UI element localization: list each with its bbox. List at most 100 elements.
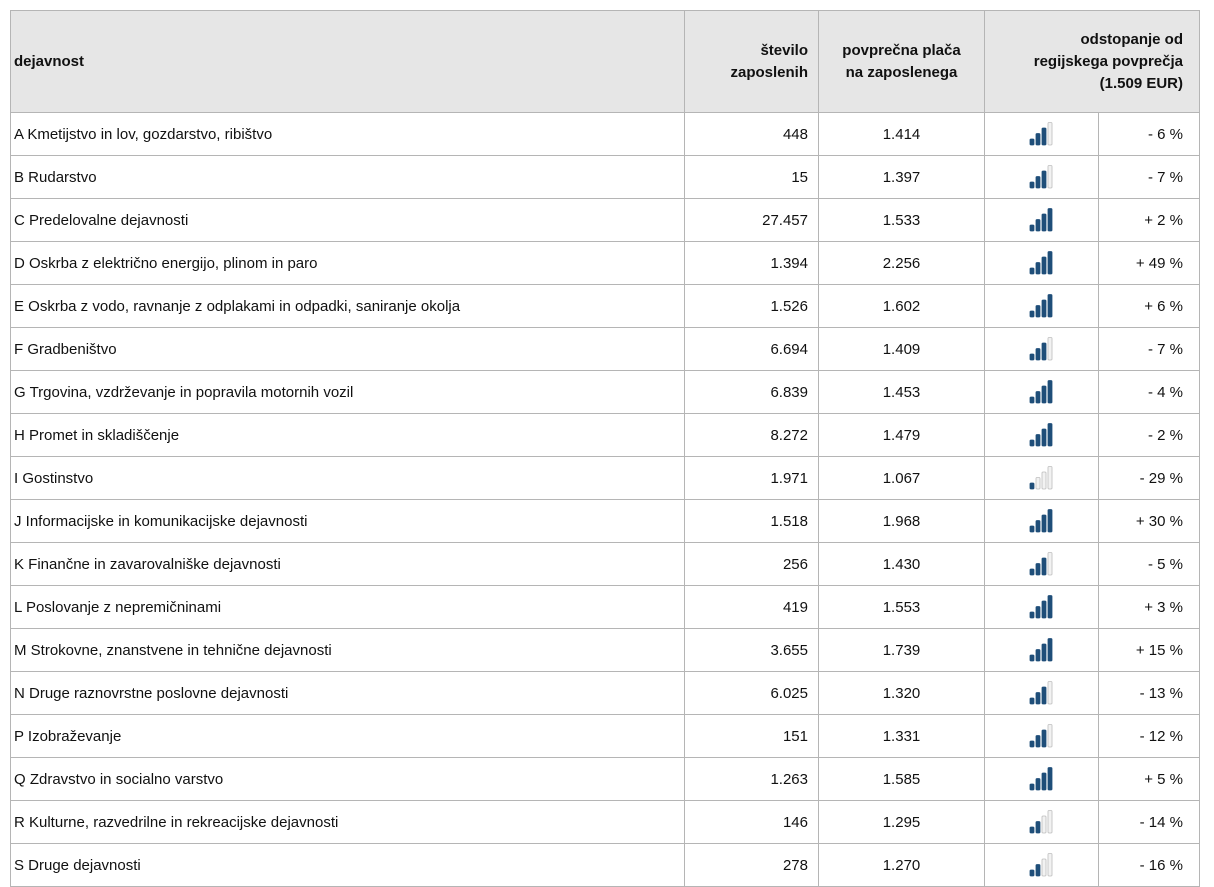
signal-bar	[1047, 208, 1052, 232]
table-row: K Finančne in zavarovalniške dejavnosti 2…	[10, 543, 1200, 586]
signal-bar	[1041, 342, 1046, 361]
activity-name: N Druge raznovrstne poslovne dejavnosti	[10, 672, 684, 714]
deviation: - 7 %	[1098, 156, 1200, 198]
signal-bar	[1029, 697, 1034, 705]
table-row: E Oskrba z vodo, ravnanje z odplakami in…	[10, 285, 1200, 328]
signal-bar	[1041, 858, 1046, 877]
employees: 6.694	[684, 328, 818, 370]
signal-bar	[1035, 520, 1040, 533]
signal-bar	[1047, 294, 1052, 318]
signal-cell	[984, 242, 1098, 284]
signal-bar	[1029, 138, 1034, 146]
deviation: + 2 %	[1098, 199, 1200, 241]
signal-bar	[1029, 783, 1034, 791]
header-row: dejavnost število zaposlenih povprečna plač…	[10, 10, 1200, 113]
salary: 1.295	[818, 801, 984, 843]
signal-icon	[1029, 380, 1052, 404]
signal-bar	[1041, 385, 1046, 404]
signal-bar	[1035, 649, 1040, 662]
activity-name: R Kulturne, razvedrilne in rekreacijske …	[10, 801, 684, 843]
header-text: odstopanje od regijskega povprečja (1.509 …	[1034, 29, 1183, 95]
signal-bar	[1041, 557, 1046, 576]
activity-name: H Promet in skladiščenje	[10, 414, 684, 456]
salary: 1.320	[818, 672, 984, 714]
header-cell: povprečna plača na zaposlenega	[818, 11, 984, 112]
signal-bar	[1041, 772, 1046, 791]
signal-bar	[1047, 767, 1052, 791]
signal-icon	[1029, 165, 1052, 189]
header-line: odstopanje od	[1080, 30, 1184, 48]
signal-bar	[1029, 740, 1034, 748]
employees: 256	[684, 543, 818, 585]
signal-bar	[1047, 681, 1052, 705]
salary: 1.067	[818, 457, 984, 499]
table-row: H Promet in skladiščenje 8.272 1.479 - 2 %	[10, 414, 1200, 457]
table-row: J Informacijske in komunikacijske dejavn…	[10, 500, 1200, 543]
salary: 1.331	[818, 715, 984, 757]
signal-bar	[1035, 692, 1040, 705]
signal-icon	[1029, 122, 1052, 146]
employees: 448	[684, 113, 818, 155]
deviation: - 14 %	[1098, 801, 1200, 843]
signal-bar	[1029, 482, 1034, 490]
header-line: (1.509 EUR)	[1099, 74, 1183, 92]
header-line: zaposlenih	[730, 63, 808, 81]
deviation: + 49 %	[1098, 242, 1200, 284]
employees: 419	[684, 586, 818, 628]
signal-bar	[1035, 864, 1040, 877]
salary: 1.453	[818, 371, 984, 413]
salary: 1.553	[818, 586, 984, 628]
deviation: + 6 %	[1098, 285, 1200, 327]
deviation: + 3 %	[1098, 586, 1200, 628]
signal-bar	[1035, 563, 1040, 576]
signal-icon	[1029, 853, 1052, 877]
signal-bar	[1047, 509, 1052, 533]
employees: 1.394	[684, 242, 818, 284]
salary: 1.585	[818, 758, 984, 800]
signal-bar	[1035, 606, 1040, 619]
signal-bar	[1047, 638, 1052, 662]
signal-cell	[984, 543, 1098, 585]
signal-bar	[1047, 853, 1052, 877]
signal-bar	[1047, 251, 1052, 275]
signal-bar	[1047, 380, 1052, 404]
employees: 1.971	[684, 457, 818, 499]
signal-bar	[1035, 434, 1040, 447]
deviation: - 12 %	[1098, 715, 1200, 757]
table-row: C Predelovalne dejavnosti 27.457 1.533 + 2 …	[10, 199, 1200, 242]
table-row: Q Zdravstvo in socialno varstvo 1.263 1.58…	[10, 758, 1200, 801]
activity-name: Q Zdravstvo in socialno varstvo	[10, 758, 684, 800]
signal-bar	[1047, 552, 1052, 576]
deviation: + 30 %	[1098, 500, 1200, 542]
activity-name: I Gostinstvo	[10, 457, 684, 499]
signal-bar	[1041, 471, 1046, 490]
table-row: M Strokovne, znanstvene in tehnične deja…	[10, 629, 1200, 672]
signal-icon	[1029, 724, 1052, 748]
signal-bar	[1035, 176, 1040, 189]
table-row: L Poslovanje z nepremičninami 419 1.553 + 3…	[10, 586, 1200, 629]
employees: 6.025	[684, 672, 818, 714]
salary: 1.414	[818, 113, 984, 155]
activity-name: K Finančne in zavarovalniške dejavnosti	[10, 543, 684, 585]
deviation: - 4 %	[1098, 371, 1200, 413]
signal-icon	[1029, 466, 1052, 490]
signal-icon	[1029, 337, 1052, 361]
deviation: - 16 %	[1098, 844, 1200, 886]
signal-bar	[1041, 600, 1046, 619]
signal-cell	[984, 801, 1098, 843]
salary: 1.270	[818, 844, 984, 886]
header-cell: število zaposlenih	[684, 11, 818, 112]
activity-name: B Rudarstvo	[10, 156, 684, 198]
signal-bar	[1035, 262, 1040, 275]
signal-bar	[1029, 568, 1034, 576]
header-cell: odstopanje od regijskega povprečja (1.509 …	[984, 11, 1200, 112]
signal-icon	[1029, 595, 1052, 619]
salary: 1.430	[818, 543, 984, 585]
activity-name: L Poslovanje z nepremičninami	[10, 586, 684, 628]
employees: 27.457	[684, 199, 818, 241]
deviation: - 6 %	[1098, 113, 1200, 155]
signal-bar	[1041, 299, 1046, 318]
employees: 1.263	[684, 758, 818, 800]
signal-bar	[1029, 525, 1034, 533]
